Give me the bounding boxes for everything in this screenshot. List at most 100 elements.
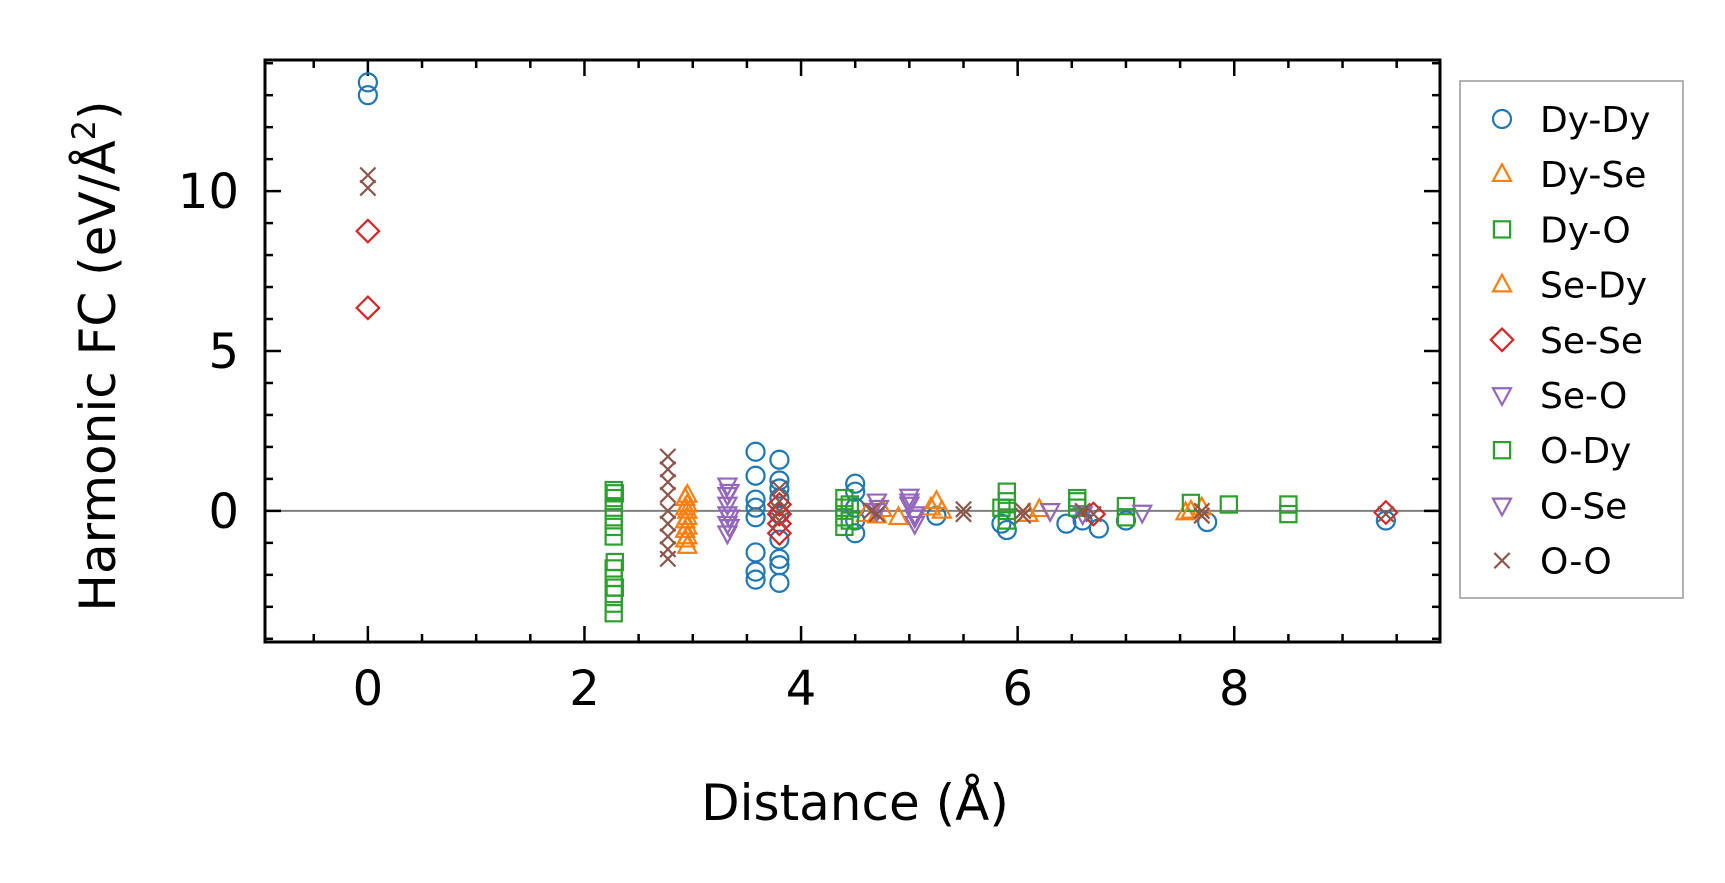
data-point bbox=[955, 505, 972, 523]
legend-item: Dy-Dy bbox=[1491, 100, 1650, 141]
legend-marker bbox=[1493, 552, 1511, 570]
data-point bbox=[1074, 502, 1092, 520]
data-point bbox=[674, 495, 697, 516]
data-point bbox=[845, 473, 866, 494]
data-point bbox=[835, 517, 854, 537]
x-tick-label: 4 bbox=[786, 661, 817, 717]
data-point bbox=[769, 478, 790, 499]
data-point bbox=[659, 448, 677, 465]
data-point bbox=[770, 480, 788, 497]
data-point bbox=[1088, 518, 1109, 539]
data-point bbox=[835, 508, 854, 527]
legend-label: O-O bbox=[1540, 542, 1612, 583]
data-point bbox=[659, 502, 677, 520]
legend-label: Dy-Dy bbox=[1540, 100, 1650, 141]
data-point bbox=[769, 572, 790, 593]
plot-area-frame bbox=[263, 58, 1442, 644]
x-tick-label: 2 bbox=[569, 661, 600, 717]
data-point bbox=[355, 295, 381, 321]
data-point bbox=[355, 218, 381, 244]
data-point bbox=[997, 511, 1017, 530]
data-point bbox=[863, 502, 880, 520]
data-point bbox=[1014, 502, 1032, 520]
legend-marker bbox=[1491, 108, 1513, 130]
legend-marker bbox=[1491, 497, 1513, 518]
data-point bbox=[1085, 505, 1102, 523]
data-point bbox=[835, 488, 854, 508]
legend-marker bbox=[1491, 272, 1513, 293]
data-point bbox=[1181, 493, 1201, 513]
series-o-dy bbox=[605, 484, 1136, 597]
data-point bbox=[920, 495, 942, 516]
data-point bbox=[766, 520, 793, 547]
data-point bbox=[1279, 504, 1298, 524]
data-point bbox=[676, 533, 699, 554]
y-axis-label-main: Harmonic FC (eV/Å bbox=[69, 140, 127, 611]
data-point bbox=[898, 493, 921, 514]
data-point bbox=[359, 166, 377, 184]
data-point bbox=[845, 481, 866, 502]
data-point bbox=[745, 542, 766, 563]
data-point bbox=[718, 519, 741, 540]
legend-marker bbox=[1491, 387, 1513, 408]
data-point bbox=[991, 513, 1012, 534]
data-point bbox=[955, 500, 972, 518]
series-o-se bbox=[718, 483, 926, 540]
legend-item: Se-Se bbox=[1489, 321, 1643, 362]
data-point bbox=[604, 508, 623, 527]
x-tick-label: 6 bbox=[1002, 661, 1033, 717]
legend-label: Se-O bbox=[1540, 376, 1627, 417]
x-tick-label: 0 bbox=[353, 661, 384, 717]
data-point bbox=[604, 517, 623, 537]
data-point bbox=[604, 559, 623, 578]
data-point bbox=[997, 501, 1017, 521]
data-point bbox=[868, 505, 886, 523]
data-point bbox=[769, 548, 790, 569]
legend-item: Se-O bbox=[1491, 376, 1627, 417]
data-point bbox=[604, 527, 623, 546]
y-axis-label: Harmonic FC (eV/Å2) bbox=[65, 100, 127, 611]
legend-label: Dy-O bbox=[1540, 210, 1631, 251]
data-point bbox=[1039, 503, 1061, 524]
data-point bbox=[1193, 502, 1211, 520]
y-tick-label: 5 bbox=[208, 324, 239, 380]
legend-item: Dy-Se bbox=[1491, 155, 1646, 196]
data-point bbox=[1193, 507, 1211, 525]
legend-label: Dy-Se bbox=[1540, 155, 1646, 196]
data-point bbox=[674, 508, 697, 529]
data-point bbox=[605, 552, 624, 572]
legend-label: O-Dy bbox=[1540, 431, 1631, 472]
data-point bbox=[1068, 492, 1087, 511]
data-points bbox=[355, 72, 1399, 623]
y-axis-label-tail: ) bbox=[69, 100, 127, 120]
data-point bbox=[1116, 508, 1136, 527]
data-point bbox=[745, 507, 766, 528]
data-point bbox=[997, 482, 1017, 501]
data-point bbox=[659, 528, 677, 545]
data-point bbox=[605, 578, 624, 597]
data-point bbox=[1056, 513, 1077, 534]
legend-marker bbox=[1492, 220, 1512, 239]
data-point bbox=[1014, 507, 1032, 525]
data-point bbox=[835, 498, 854, 517]
data-point bbox=[716, 525, 739, 546]
y-tick-label: 10 bbox=[178, 164, 239, 220]
data-point bbox=[718, 483, 741, 504]
data-point bbox=[866, 493, 888, 514]
data-point bbox=[766, 491, 793, 518]
data-point bbox=[1131, 504, 1154, 525]
data-point bbox=[745, 561, 766, 582]
data-point bbox=[898, 496, 921, 517]
data-point bbox=[357, 72, 378, 93]
data-point bbox=[770, 512, 788, 529]
data-point bbox=[659, 486, 677, 504]
data-point bbox=[674, 517, 697, 538]
data-point bbox=[1219, 495, 1239, 514]
data-point bbox=[1375, 510, 1396, 531]
tick-labels: 0 2 4 6 8 0 5 10 bbox=[178, 164, 1250, 717]
data-point bbox=[605, 484, 624, 503]
data-point bbox=[604, 594, 623, 613]
data-point bbox=[718, 509, 741, 530]
legend-item: O-Dy bbox=[1492, 431, 1631, 472]
